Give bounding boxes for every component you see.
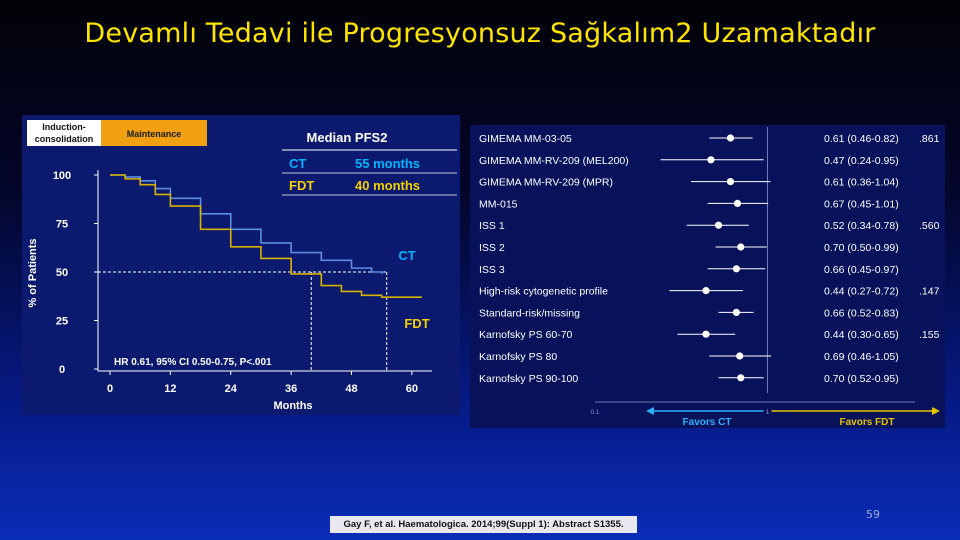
forest-row-label: GIMEMA MM-03-05 (479, 133, 572, 145)
hr-point (726, 134, 735, 142)
forest-ci-text: 0.70 (0.52-0.95) (824, 373, 899, 385)
legend-title: Median PFS2 (307, 130, 388, 145)
y-tick-label: 25 (56, 316, 68, 328)
legend-median-fdt: 40 months (355, 178, 420, 193)
phase-label-induction: Induction- (42, 122, 86, 132)
forest-p-value: .560 (919, 220, 940, 232)
forest-row-label: Karnofsky PS 90-100 (479, 373, 578, 385)
hr-point (737, 243, 745, 251)
forest-plot-panel: GIMEMA MM-03-05 0.61 (0.46-0.82) .861 GIMEM… (470, 125, 945, 428)
forest-row-label: GIMEMA MM-RV-209 (MPR) (479, 177, 613, 189)
forest-row-label: MM-015 (479, 198, 518, 210)
forest-tick-label: 0.1 (590, 409, 599, 416)
forest-ci-text: 0.70 (0.50-0.99) (824, 242, 899, 254)
phase-label-induction-2: consolidation (35, 134, 94, 144)
forest-row-label: Karnofsky PS 60-70 (479, 329, 573, 341)
hr-point (732, 308, 740, 316)
forest-p-value: .155 (919, 329, 940, 341)
forest-ci-text: 0.47 (0.24-0.95) (824, 155, 899, 167)
y-tick-label: 75 (56, 219, 68, 231)
favors-ct-label: Favors CT (683, 417, 732, 428)
forest-ci-text: 0.67 (0.45-1.01) (824, 198, 899, 210)
phase-label-maintenance: Maintenance (127, 129, 182, 139)
x-tick-label: 36 (285, 383, 297, 395)
forest-ci-text: 0.66 (0.45-0.97) (824, 264, 899, 276)
hr-point (736, 352, 744, 360)
hr-point (707, 156, 715, 164)
x-tick-label: 12 (164, 383, 176, 395)
forest-ci-text: 0.66 (0.52-0.83) (824, 307, 899, 319)
x-tick-label: 60 (406, 383, 418, 395)
km-curve-ct (110, 174, 383, 274)
favors-ct-arrowhead (646, 407, 654, 415)
curve-label-fdt: FDT (404, 316, 429, 331)
curve-label-ct: CT (398, 248, 415, 263)
hr-point (702, 330, 710, 338)
hr-annotation: HR 0.61, 95% CI 0.50-0.75, P<.001 (114, 357, 272, 368)
forest-ci-text: 0.44 (0.27-0.72) (824, 286, 899, 298)
x-axis-label: Months (273, 400, 312, 412)
phase-box-maintenance (101, 120, 207, 146)
legend-name-ct: CT (289, 156, 306, 171)
favors-fdt-label: Favors FDT (839, 417, 894, 428)
forest-row-label: ISS 2 (479, 242, 505, 254)
forest-row-label: High-risk cytogenetic profile (479, 286, 608, 298)
y-tick-label: 0 (59, 364, 65, 376)
forest-ci-text: 0.61 (0.36-1.04) (824, 177, 899, 189)
forest-row-label: GIMEMA MM-RV-209 (MEL200) (479, 155, 629, 167)
hr-point (726, 178, 735, 186)
forest-row-label: Karnofsky PS 80 (479, 351, 557, 363)
km-curve-fdt (110, 174, 422, 299)
citation: Gay F, et al. Haematologica. 2014;99(Sup… (330, 516, 637, 533)
slide-title: Devamlı Tedavi ile Progresyonsuz Sağkalı… (84, 18, 876, 49)
forest-ci-text: 0.44 (0.30-0.65) (824, 329, 899, 341)
legend-name-fdt: FDT (289, 178, 314, 193)
forest-tick-label: 1 (766, 409, 770, 416)
hr-point (737, 374, 745, 382)
hr-point (702, 287, 710, 295)
hr-point (733, 199, 742, 207)
forest-ci-text: 0.52 (0.34-0.78) (824, 220, 899, 232)
km-chart-panel: Induction-consolidation Maintenance Median… (22, 115, 460, 415)
forest-ci-text: 0.69 (0.46-1.05) (824, 351, 899, 363)
hr-point (732, 265, 740, 273)
legend-median-ct: 55 months (355, 156, 420, 171)
x-tick-label: 0 (107, 383, 113, 395)
forest-row-label: ISS 1 (479, 220, 505, 232)
hr-point (714, 221, 723, 229)
forest-ci-text: 0.61 (0.46-0.82) (824, 133, 899, 145)
forest-row-label: ISS 3 (479, 264, 505, 276)
y-tick-label: 50 (56, 267, 68, 279)
y-tick-label: 100 (53, 170, 71, 182)
x-tick-label: 48 (345, 383, 357, 395)
x-tick-label: 24 (225, 383, 238, 395)
page-number: 59 (866, 508, 880, 521)
forest-p-value: .861 (919, 133, 940, 145)
forest-p-value: .147 (919, 286, 940, 298)
y-axis-label: % of Patients (27, 238, 39, 307)
forest-row-label: Standard-risk/missing (479, 307, 580, 319)
favors-fdt-arrowhead (932, 407, 940, 415)
phase-box-induction (27, 120, 101, 146)
km-chart: Induction-consolidation Maintenance Median… (27, 120, 457, 412)
forest-plot: GIMEMA MM-03-05 0.61 (0.46-0.82) .861 GIMEM… (479, 127, 940, 428)
